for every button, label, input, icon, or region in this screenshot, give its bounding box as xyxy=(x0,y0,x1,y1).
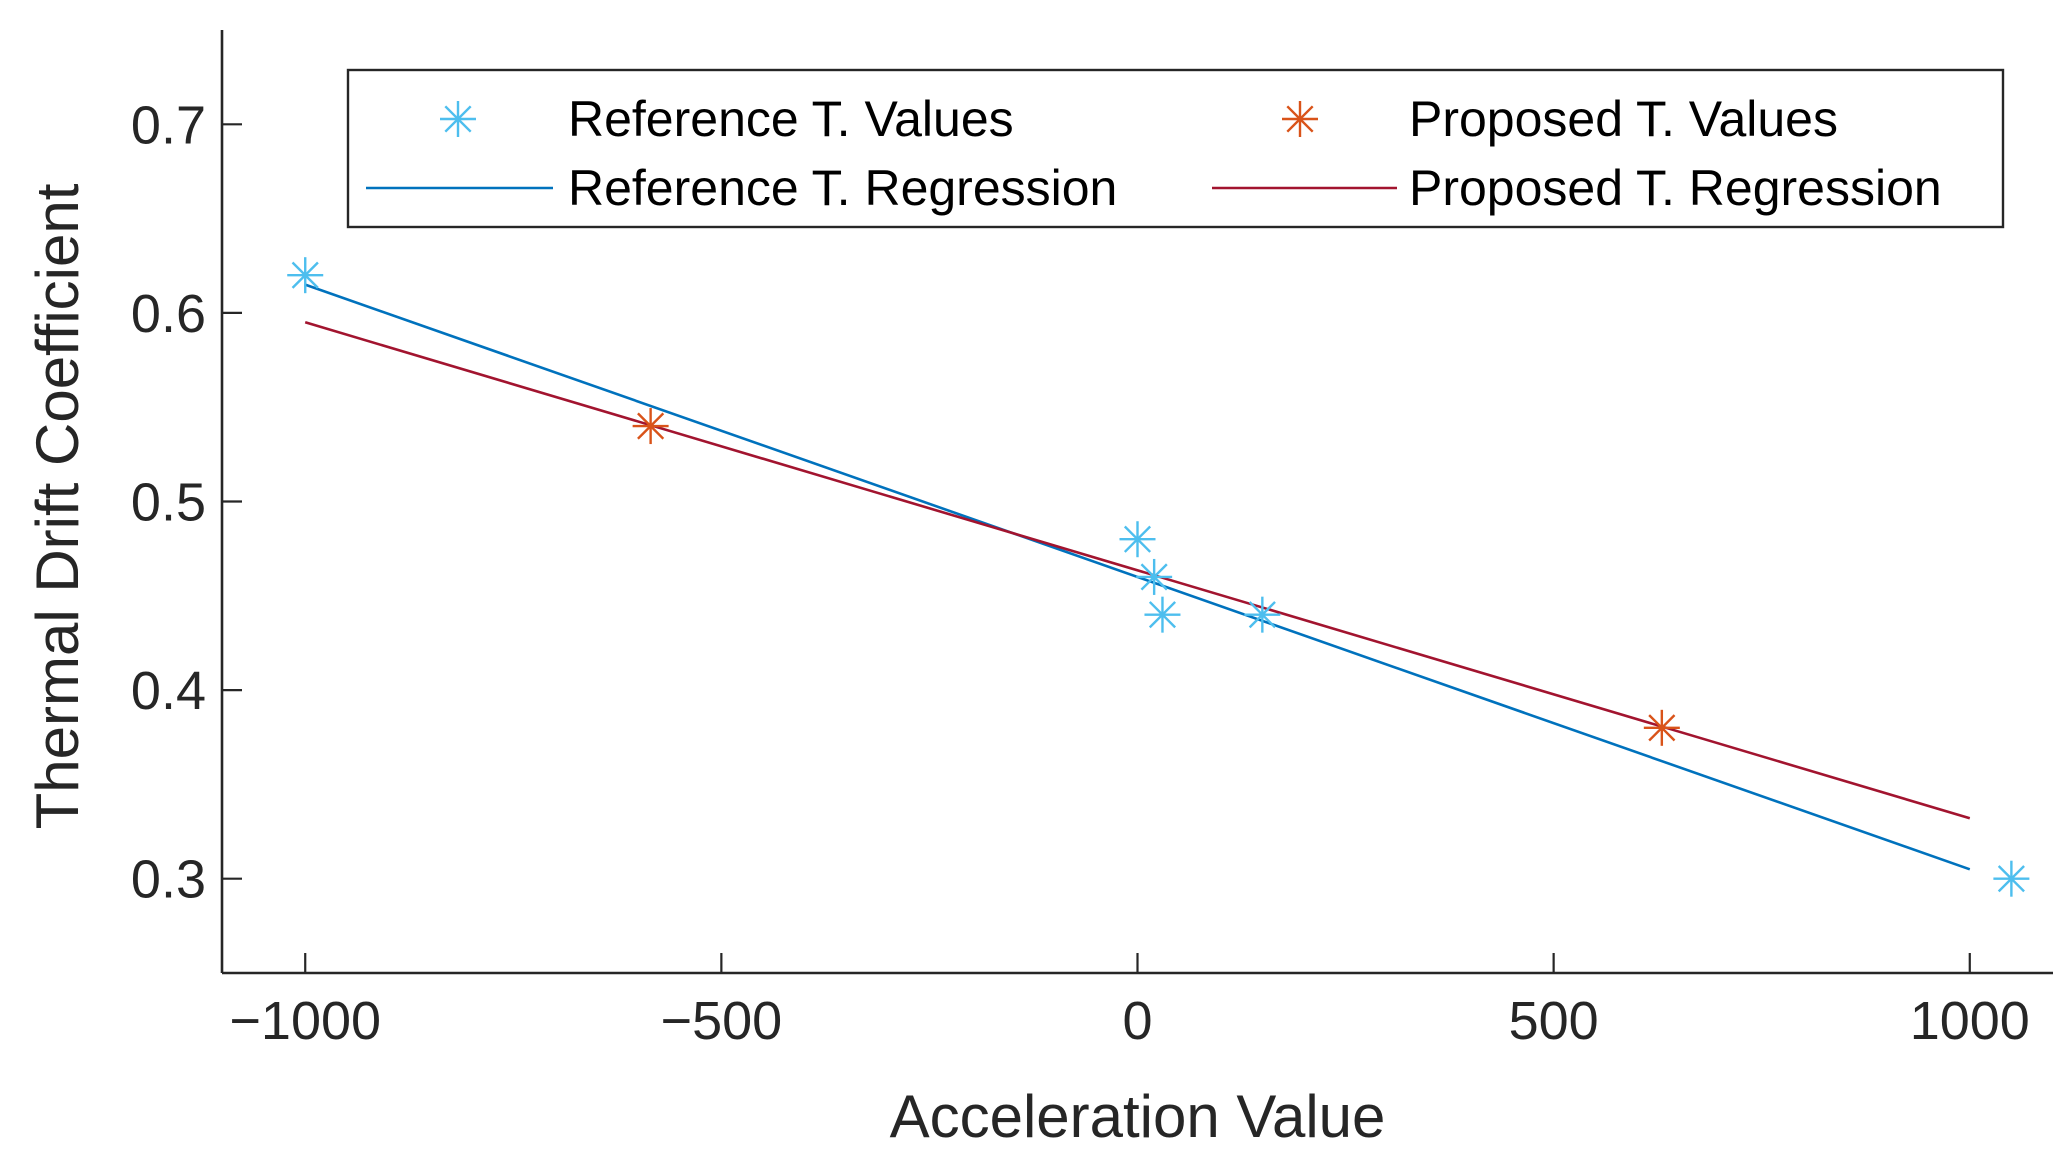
legend-entry-reference-t-values: Reference T. Values xyxy=(440,91,1014,147)
legend-entry-proposed-t-values: Proposed T. Values xyxy=(1282,91,1838,147)
proposed-t-regression-line xyxy=(304,321,1971,820)
series-layer xyxy=(287,257,2030,897)
legend-label-reference-t-regression: Reference T. Regression xyxy=(568,160,1117,216)
legend-entry-proposed-t-regression: Proposed T. Regression xyxy=(1212,160,1942,216)
reference-t-values-point-3 xyxy=(1136,558,1173,595)
reference-t-values-point-1 xyxy=(287,257,324,294)
legend-box xyxy=(346,68,2005,229)
x-tick-label-5: 1000 xyxy=(1910,991,2030,1051)
series-proposed-t-regression xyxy=(304,321,1971,820)
legend-entry-reference-t-regression: Reference T. Regression xyxy=(366,160,1117,216)
y-tick-label-5: 0.7 xyxy=(131,95,206,155)
x-tick-label-3: 0 xyxy=(1122,991,1152,1051)
x-tick-label-4: 500 xyxy=(1509,991,1599,1051)
legend-label-proposed-t-regression: Proposed T. Regression xyxy=(1409,160,1942,216)
x-tick-label-1: −1000 xyxy=(229,991,381,1051)
reference-t-values-point-5 xyxy=(1244,596,1281,633)
y-axis-title: Thermal Drift Coefficient xyxy=(24,183,91,829)
x-tick-label-2: −500 xyxy=(661,991,783,1051)
legend-label-proposed-t-values: Proposed T. Values xyxy=(1409,91,1838,147)
legend: Reference T. Values Proposed T. Values Ref… xyxy=(346,68,2005,229)
legend-marker-proposed-t-values xyxy=(1282,101,1318,137)
axes-layer: −1000 −500 0 500 1000 0.3 0.4 0.5 0.6 0.7 xyxy=(131,30,2053,1051)
series-proposed-t-values xyxy=(632,408,1680,746)
reference-t-values-point-4 xyxy=(1144,596,1181,633)
reference-t-values-point-6 xyxy=(1993,860,2030,897)
legend-marker-reference-t-values xyxy=(440,101,476,137)
x-axis-title: Acceleration Value xyxy=(890,1083,1386,1150)
series-reference-t-values xyxy=(287,257,2030,897)
reference-t-values-point-2 xyxy=(1119,521,1156,558)
legend-label-reference-t-values: Reference T. Values xyxy=(568,91,1014,147)
proposed-t-values-point-2 xyxy=(1643,709,1680,746)
y-tick-label-2: 0.4 xyxy=(131,661,206,721)
y-tick-label-1: 0.3 xyxy=(131,850,206,910)
y-tick-label-4: 0.6 xyxy=(131,284,206,344)
proposed-t-values-point-1 xyxy=(632,408,669,445)
y-tick-label-3: 0.5 xyxy=(131,473,206,533)
